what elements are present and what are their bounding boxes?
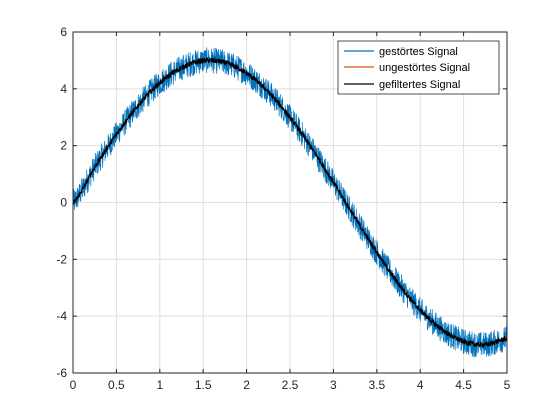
y-tick-label: -2 (56, 252, 67, 266)
tick-marks (72, 31, 508, 374)
y-tick-label: -4 (56, 309, 67, 323)
y-tick-label: 4 (60, 82, 67, 96)
x-tick-label: 2.5 (282, 378, 299, 392)
tick-labels: 0 0.5 1 1.5 2 2.5 3 3.5 4 4.5 5 -6 -4 -2 0 2 4 6 (56, 25, 510, 392)
x-tick-label: 3 (330, 378, 337, 392)
legend-label-0: gestörtes Signal (379, 46, 458, 58)
series-layer (72, 47, 508, 358)
y-tick-label: -6 (56, 366, 67, 380)
x-tick-label: 0 (70, 378, 77, 392)
legend-label-2: gefiltertes Signal (379, 79, 460, 91)
x-tick-label: 4 (417, 378, 424, 392)
series-line-2 (72, 57, 508, 348)
x-tick-label: 3.5 (368, 378, 385, 392)
x-tick-label: 0.5 (108, 378, 125, 392)
series-line-0 (72, 47, 508, 358)
legend: gestörtes Signal ungestörtes Signal gefi… (337, 40, 500, 95)
y-tick-label: 6 (60, 25, 67, 39)
y-tick-label: 0 (60, 196, 67, 210)
legend-label-1: ungestörtes Signal (379, 62, 470, 74)
x-tick-label: 1.5 (195, 378, 212, 392)
x-tick-label: 5 (504, 378, 511, 392)
y-tick-label: 2 (60, 139, 67, 153)
x-tick-label: 2 (243, 378, 250, 392)
x-tick-label: 1 (156, 378, 163, 392)
x-tick-label: 4.5 (455, 378, 472, 392)
